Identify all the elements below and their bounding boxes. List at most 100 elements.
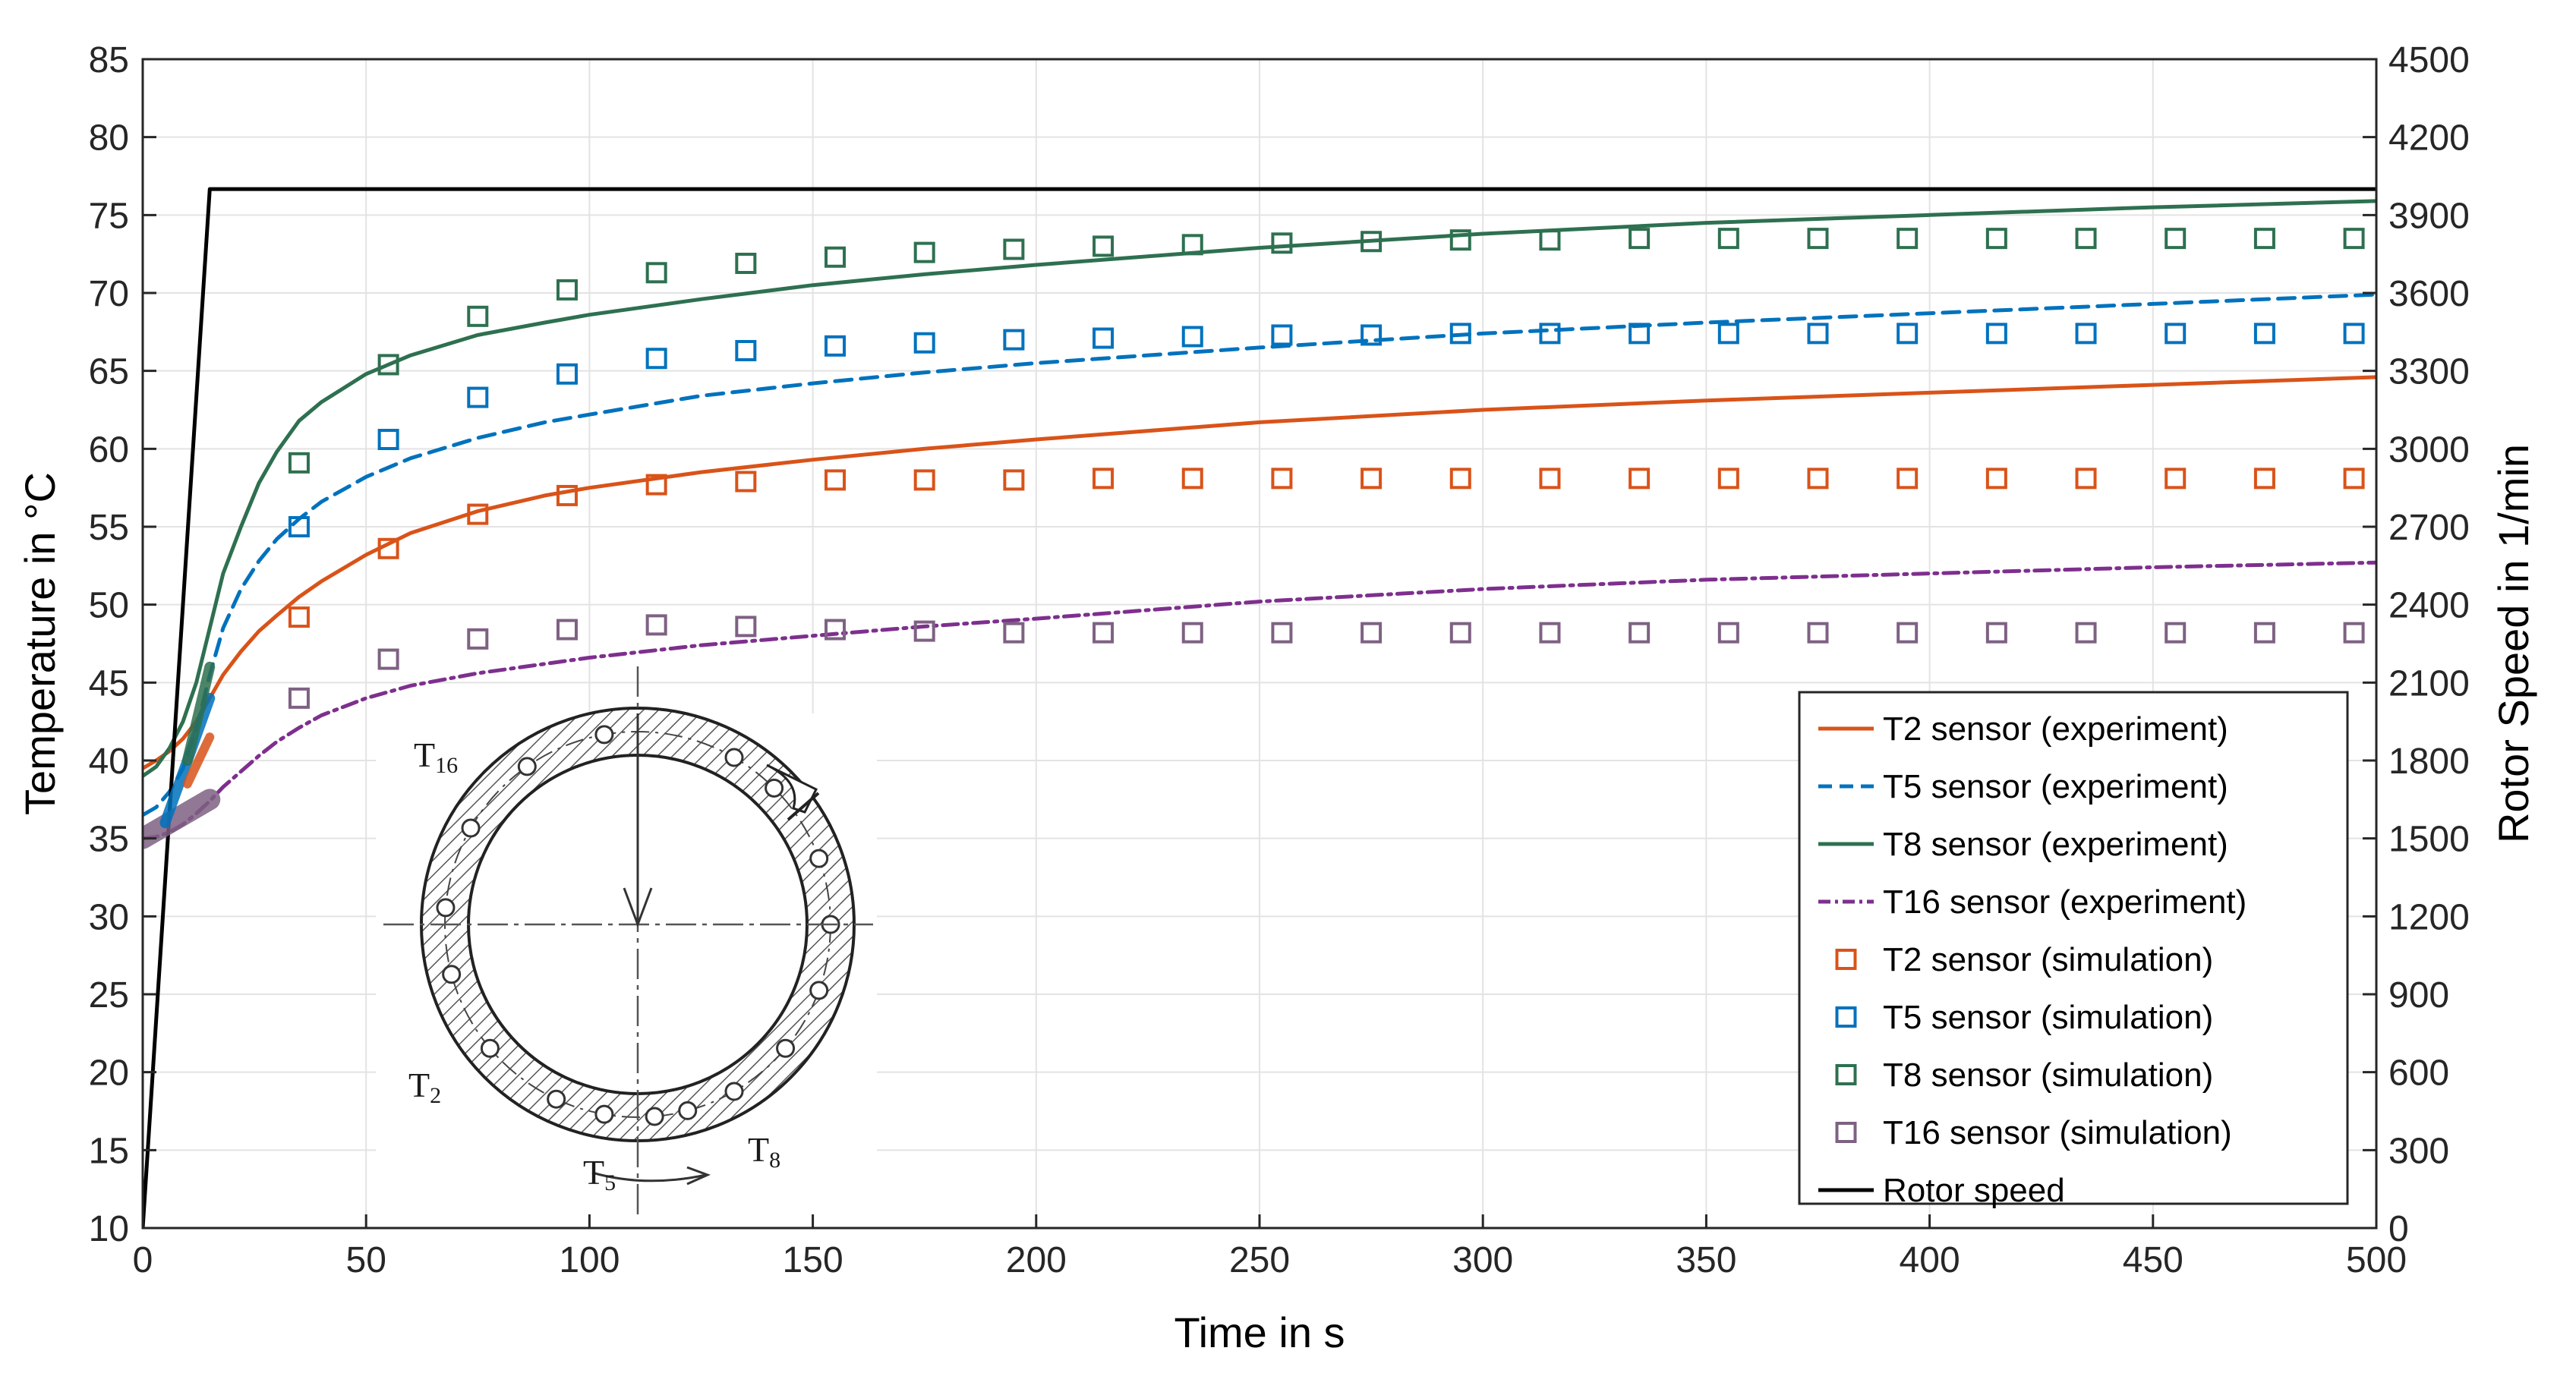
- sensor-hole: [461, 818, 481, 838]
- series-point-t8-sensor-simulation: [1807, 228, 1829, 250]
- series-point-t16-sensor-simulation: [1807, 622, 1829, 644]
- series-point-t16-sensor-simulation: [1093, 622, 1115, 644]
- series-point-t16-sensor-simulation: [1897, 622, 1919, 644]
- sensor-hole: [547, 1089, 566, 1109]
- ring-notch-line: [787, 792, 820, 821]
- series-point-t2-sensor-simulation: [1361, 468, 1383, 490]
- y2-tick-label: 1800: [2388, 742, 2470, 782]
- series-point-t2-sensor-simulation: [556, 484, 578, 506]
- y2-tick-label: 300: [2388, 1131, 2449, 1171]
- series-point-t8-sensor-simulation: [1093, 235, 1115, 257]
- y-tick-label: 60: [89, 430, 129, 470]
- series-point-t8-sensor-simulation: [1361, 231, 1383, 253]
- series-point-t2-sensor-simulation: [1897, 468, 1919, 490]
- series-point-t8-sensor-simulation: [377, 354, 399, 376]
- series-point-t5-sensor-simulation: [1807, 323, 1829, 345]
- legend-items: T2 sensor (experiment) T5 sensor (experim…: [1818, 710, 2247, 1209]
- series-point-t8-sensor-simulation: [1717, 228, 1739, 250]
- x-tick-label: 100: [559, 1240, 620, 1280]
- y2-tick-label: 0: [2388, 1209, 2409, 1249]
- series-point-t16-sensor-simulation: [1449, 622, 1471, 644]
- series-point-t5-sensor-simulation: [556, 363, 578, 385]
- legend-item-t16-sensor-experiment: T16 sensor (experiment): [1818, 883, 2247, 921]
- series-point-t2-sensor-simulation: [645, 474, 667, 496]
- series-point-t5-sensor-simulation: [1985, 323, 2007, 345]
- legend-label: T5 sensor (experiment): [1883, 768, 2228, 805]
- y-tick-label: 75: [89, 196, 129, 236]
- series-point-t16-sensor-simulation: [1361, 622, 1383, 644]
- series-point-t16-sensor-simulation: [1271, 622, 1293, 644]
- sensor-hole: [776, 1038, 796, 1058]
- series-point-t16-sensor-simulation: [1629, 622, 1651, 644]
- series-point-t2-sensor-simulation: [1449, 468, 1471, 490]
- series-point-t16-sensor-simulation: [2165, 622, 2187, 644]
- series-point-t2-sensor-simulation: [2253, 468, 2275, 490]
- series-point-t16-sensor-simulation: [645, 614, 667, 636]
- legend-label: T8 sensor (simulation): [1883, 1057, 2213, 1094]
- sensor-hole: [765, 778, 784, 798]
- legend-item-t16-sensor-simulation: T16 sensor (simulation): [1835, 1114, 2232, 1151]
- series-point-t5-sensor-simulation: [1717, 323, 1739, 345]
- x-tick-label: 300: [1452, 1240, 1513, 1280]
- load-arrow-icon: [623, 887, 653, 928]
- series-point-t5-sensor-simulation: [1093, 327, 1115, 349]
- x-tick-label: 50: [346, 1240, 386, 1280]
- y-tick-label: 55: [89, 508, 129, 548]
- y-tick-label: 10: [89, 1209, 129, 1249]
- startup-transient-mark: [182, 732, 215, 789]
- series-line-rotor-speed: [143, 187, 2376, 1228]
- series-point-t16-sensor-simulation: [1181, 622, 1203, 644]
- sensor-hole: [517, 757, 537, 776]
- y2-tick-label: 600: [2388, 1053, 2449, 1094]
- y-tick-label: 40: [89, 742, 129, 782]
- y2-tick-label: 3300: [2388, 352, 2470, 392]
- series-point-t5-sensor-simulation: [1181, 326, 1203, 348]
- series-point-t8-sensor-simulation: [1629, 228, 1651, 250]
- y-tick-label: 50: [89, 586, 129, 626]
- series-point-t2-sensor-simulation: [2075, 468, 2097, 490]
- sensor-hole: [724, 748, 744, 767]
- sensor-hole: [436, 898, 456, 918]
- sensor-hole: [809, 981, 829, 1000]
- x-tick-label: 250: [1229, 1240, 1290, 1280]
- sensor-hole: [724, 1082, 744, 1101]
- y2-axis-title: Rotor Speed in 1/min: [2489, 444, 2537, 843]
- y2-tick-label: 1200: [2388, 897, 2470, 937]
- series-point-t8-sensor-simulation: [913, 241, 935, 263]
- series-point-t16-sensor-simulation: [1717, 622, 1739, 644]
- series-point-t2-sensor-simulation: [1093, 468, 1115, 490]
- series-point-t5-sensor-simulation: [1629, 323, 1651, 345]
- sensor-hole: [678, 1101, 698, 1120]
- axis-ticks: [141, 58, 2378, 1230]
- x-tick-label: 200: [1006, 1240, 1067, 1280]
- legend-label: T2 sensor (simulation): [1883, 941, 2213, 978]
- inset-label-t5: T5: [583, 1153, 616, 1195]
- y-tick-label: 15: [89, 1131, 129, 1171]
- series-point-t16-sensor-simulation: [377, 648, 399, 670]
- series-point-t5-sensor-simulation: [1539, 323, 1561, 345]
- series-t5-sensor-experiment: [143, 292, 2376, 817]
- legend-item-t5-sensor-simulation: T5 sensor (simulation): [1835, 999, 2213, 1036]
- y2-tick-label: 3900: [2388, 196, 2470, 236]
- series-point-t16-sensor-simulation: [913, 620, 935, 642]
- x-tick-label: 500: [2346, 1240, 2407, 1280]
- y2-tick-label: 2100: [2388, 663, 2470, 704]
- series-point-t2-sensor-simulation: [1003, 469, 1025, 491]
- series-point-t5-sensor-simulation: [1897, 323, 1919, 345]
- series-point-t5-sensor-simulation: [2075, 323, 2097, 345]
- legend-item-rotor-speed: Rotor speed: [1818, 1172, 2065, 1209]
- series-t5-sensor-simulation: [288, 323, 2365, 537]
- y2-tick-label: 4500: [2388, 40, 2470, 80]
- y-tick-label: 45: [89, 663, 129, 704]
- x-tick-label: 150: [783, 1240, 843, 1280]
- series-point-t5-sensor-simulation: [2165, 323, 2187, 345]
- series-point-t2-sensor-simulation: [1717, 468, 1739, 490]
- sensor-hole: [594, 725, 614, 745]
- series-point-t8-sensor-simulation: [2075, 228, 2097, 250]
- y-tick-label: 30: [89, 897, 129, 937]
- y-tick-label: 80: [89, 118, 129, 159]
- legend: T2 sensor (experiment) T5 sensor (experim…: [1798, 691, 2349, 1209]
- series-point-t5-sensor-simulation: [735, 339, 757, 361]
- y-tick-label: 35: [89, 820, 129, 860]
